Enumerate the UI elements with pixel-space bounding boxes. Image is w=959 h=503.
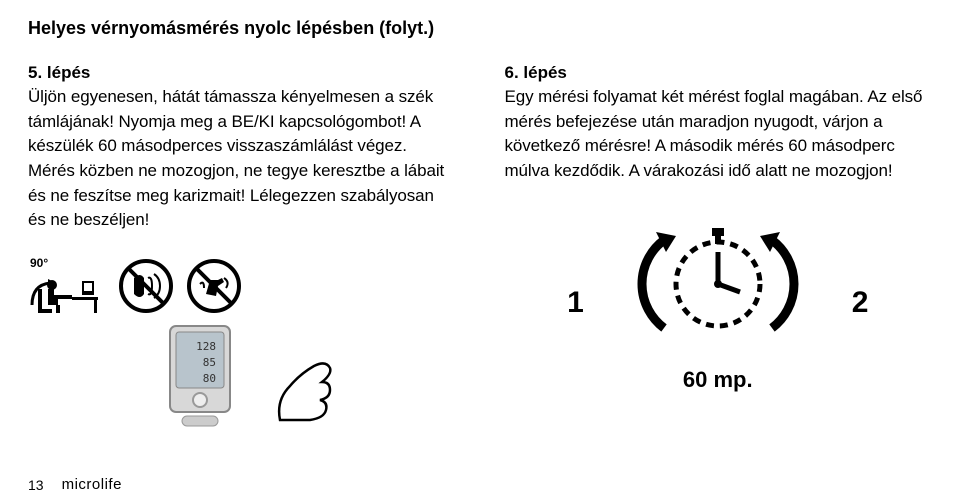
measurement-2-label: 2 (852, 286, 869, 320)
no-talking-icon (118, 258, 174, 314)
step5-body: Üljön egyenesen, hátát támassza kényelme… (28, 85, 455, 233)
stopwatch-group: 60 mp. (618, 214, 818, 393)
timer-figure: 1 (505, 214, 932, 393)
sixty-seconds-label: 60 mp. (618, 367, 818, 393)
finger-press-icon (270, 350, 360, 430)
step6-title: 6. lépés (505, 63, 932, 83)
page-title: Helyes vérnyomásmérés nyolc lépésben (fo… (28, 18, 931, 39)
brand-logo: microlife (62, 476, 122, 493)
device-sys: 128 (196, 340, 216, 353)
right-column: 6. lépés Egy mérési folyamat két mérést … (505, 63, 932, 393)
page-number: 13 (28, 477, 44, 493)
measurement-1-label: 1 (567, 286, 584, 320)
no-movement-icon (186, 258, 242, 314)
step6-body: Egy mérési folyamat két mérést foglal ma… (505, 85, 932, 184)
posture-icons-row: 90° (28, 255, 455, 317)
device-figure: 128 85 80 (160, 320, 360, 430)
posture-90deg-icon: 90° (28, 255, 106, 317)
page-footer: 13 microlife (28, 476, 122, 493)
ninety-label: 90° (30, 256, 48, 270)
bp-device-icon: 128 85 80 (160, 320, 240, 430)
step5-title: 5. lépés (28, 63, 455, 83)
device-pulse: 80 (203, 372, 216, 385)
stopwatch-icon (618, 214, 818, 354)
device-dia: 85 (203, 356, 216, 369)
